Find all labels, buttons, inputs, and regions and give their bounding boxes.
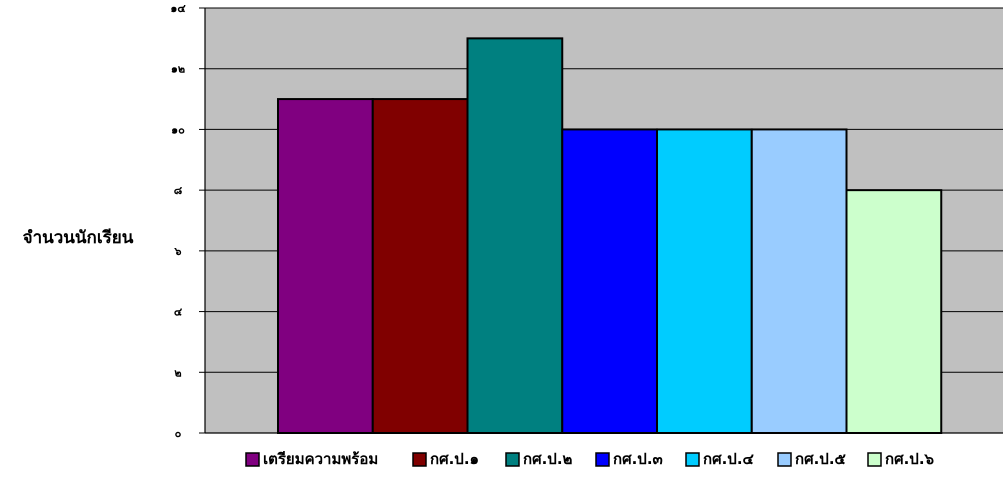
y-axis: ๐ ๒ ๔ ๖ ๘ ๑๐ ๑๒ ๑๔ (170, 2, 1003, 440)
legend-item-7: กศ.ป.๖ (867, 450, 935, 468)
legend-label: กศ.ป.๖ (885, 450, 935, 468)
legend-item-5: กศ.ป.๔ (685, 450, 755, 468)
bar-4 (561, 128, 658, 435)
bar-6 (750, 128, 848, 435)
y-tick-label: ๖ (174, 245, 182, 258)
bar-3 (466, 37, 564, 434)
legend-swatch (685, 452, 700, 467)
legend: เตรียมความพร้อม กศ.ป.๑ กศ.ป.๒ กศ.ป.๓ กศ.ป.๔ ก… (245, 450, 935, 468)
y-tick-label: ๑๐ (171, 123, 185, 136)
y-tick-label: ๒ (174, 366, 181, 379)
y-tick-label: ๑๒ (171, 63, 185, 76)
legend-item-2: กศ.ป.๑ (412, 450, 479, 468)
bar-1 (277, 98, 374, 434)
legend-swatch (867, 452, 882, 467)
legend-item-4: กศ.ป.๓ (595, 450, 663, 468)
y-tick-label: ๑๔ (170, 2, 186, 15)
legend-item-1: เตรียมความพร้อม (245, 450, 378, 468)
legend-swatch (595, 452, 610, 467)
y-tick-label: ๐ (175, 427, 182, 440)
legend-swatch (245, 452, 260, 467)
legend-swatch (505, 452, 520, 467)
legend-label: กศ.ป.๕ (795, 450, 847, 468)
y-axis-title: จำนวนนักเรียน (23, 227, 134, 248)
legend-item-3: กศ.ป.๒ (505, 450, 573, 468)
legend-item-6: กศ.ป.๕ (777, 450, 847, 468)
legend-label: กศ.ป.๔ (703, 450, 755, 468)
bar-2 (371, 98, 469, 434)
legend-label: กศ.ป.๓ (613, 450, 663, 468)
legend-swatch (777, 452, 792, 467)
y-tick-label: ๔ (174, 306, 183, 319)
bar-7 (845, 189, 943, 434)
y-tick-label: ๘ (174, 184, 183, 197)
legend-swatch (412, 452, 427, 467)
legend-label: กศ.ป.๒ (523, 450, 573, 468)
legend-label: กศ.ป.๑ (430, 450, 479, 468)
bar-5 (656, 128, 753, 435)
legend-label: เตรียมความพร้อม (263, 450, 378, 468)
